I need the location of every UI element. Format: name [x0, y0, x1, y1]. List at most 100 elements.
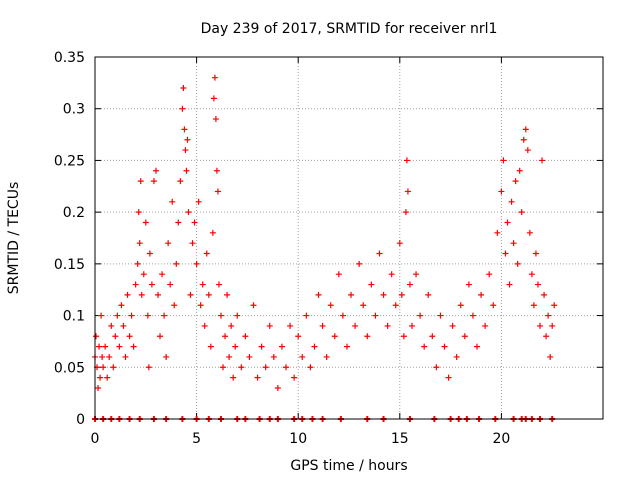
x-tick-label: 10: [289, 431, 307, 447]
data-point: [100, 364, 107, 371]
data-point: [220, 364, 227, 371]
data-point: [128, 312, 135, 319]
data-point: [514, 260, 521, 267]
data-point: [209, 229, 216, 236]
data-point: [504, 219, 511, 226]
data-point: [457, 302, 464, 309]
data-point: [161, 312, 168, 319]
data-point: [184, 136, 191, 143]
data-point: [327, 302, 334, 309]
data-point: [502, 250, 509, 257]
data-point: [197, 302, 204, 309]
data-point: [182, 147, 189, 154]
data-point: [421, 343, 428, 350]
data-point: [97, 374, 104, 381]
data-point: [508, 198, 515, 205]
data-point: [140, 271, 147, 278]
data-point: [126, 333, 133, 340]
data-point: [315, 291, 322, 298]
data-point: [102, 343, 109, 350]
data-point: [335, 271, 342, 278]
y-tick-label: 0.1: [63, 309, 85, 325]
data-point: [134, 260, 141, 267]
data-point: [510, 240, 517, 247]
data-point: [130, 343, 137, 350]
data-point: [331, 333, 338, 340]
data-point: [543, 333, 550, 340]
data-point: [224, 291, 231, 298]
data-point: [175, 219, 182, 226]
data-point: [98, 312, 105, 319]
data-point: [469, 312, 476, 319]
data-point: [403, 157, 410, 164]
data-point: [112, 333, 119, 340]
data-point: [142, 219, 149, 226]
data-point: [303, 312, 310, 319]
data-point: [132, 281, 139, 288]
data-point: [148, 281, 155, 288]
y-tick-label: 0.15: [54, 257, 85, 273]
y-tick-label: 0.2: [63, 205, 85, 221]
data-point: [163, 353, 170, 360]
data-point: [490, 302, 497, 309]
data-point: [136, 240, 143, 247]
data-point: [396, 240, 403, 247]
data-point: [191, 219, 198, 226]
data-point: [465, 281, 472, 288]
data-point: [138, 291, 145, 298]
data-point: [222, 333, 229, 340]
data-point: [524, 147, 531, 154]
data-point: [137, 178, 144, 185]
data-point: [210, 95, 217, 102]
data-point: [157, 333, 164, 340]
y-tick-label: 0: [76, 412, 85, 428]
data-point: [228, 322, 235, 329]
data-point: [445, 374, 452, 381]
data-point: [165, 240, 172, 247]
data-point: [199, 281, 206, 288]
data-point: [372, 312, 379, 319]
data-point: [364, 333, 371, 340]
data-point: [534, 281, 541, 288]
y-tick-label: 0.25: [54, 153, 85, 169]
data-point: [215, 281, 222, 288]
data-point: [116, 343, 123, 350]
grid-lines: [95, 57, 603, 419]
x-axis-label: GPS time / hours: [290, 458, 407, 474]
data-point: [512, 178, 519, 185]
y-tick-label: 0.35: [54, 50, 85, 66]
data-point: [526, 229, 533, 236]
y-axis-label: SRMTID / TECUs: [6, 182, 22, 295]
data-point: [530, 302, 537, 309]
data-point: [203, 250, 210, 257]
x-tick-label: 5: [192, 431, 201, 447]
data-point: [343, 343, 350, 350]
y-tick-label: 0.05: [54, 360, 85, 376]
data-point: [173, 260, 180, 267]
data-point: [193, 260, 200, 267]
data-point: [95, 384, 102, 391]
data-point: [518, 209, 525, 216]
data-point: [96, 343, 103, 350]
data-point: [299, 353, 306, 360]
data-point: [211, 74, 218, 81]
data-point: [323, 353, 330, 360]
data-point: [425, 291, 432, 298]
data-point: [189, 240, 196, 247]
data-point: [356, 260, 363, 267]
data-point: [114, 312, 121, 319]
data-point: [205, 291, 212, 298]
data-point: [167, 281, 174, 288]
data-point: [449, 322, 456, 329]
data-point: [295, 333, 302, 340]
axis-ticks: 0 0.05 0.1 0.15 0.2 0.25 0.3 0.35 0 5 10 15 20: [54, 50, 603, 447]
data-point: [352, 322, 359, 329]
data-point: [207, 343, 214, 350]
data-point: [180, 85, 187, 92]
data-point: [212, 116, 219, 123]
data-point: [93, 333, 100, 340]
data-point: [506, 281, 513, 288]
data-point: [213, 167, 220, 174]
data-point: [154, 291, 161, 298]
